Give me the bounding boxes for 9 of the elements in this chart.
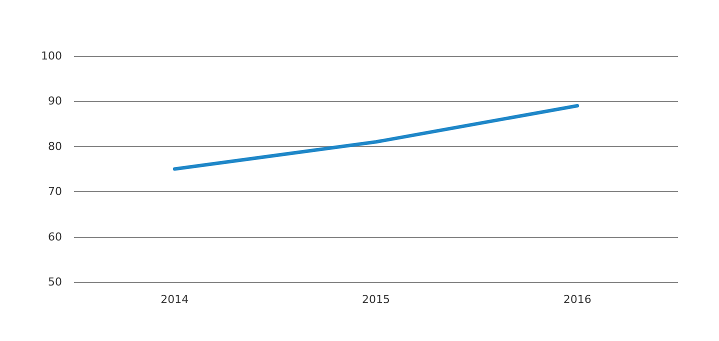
- y-tick-label: 80: [48, 140, 62, 153]
- y-tick-label: 60: [48, 230, 62, 244]
- y-tick-label: 50: [48, 276, 62, 288]
- x-tick-label: 2015: [362, 293, 390, 306]
- y-tick-label: 90: [48, 94, 62, 108]
- y-tick-label: 70: [48, 185, 62, 198]
- x-tick-label: 2016: [563, 293, 592, 306]
- x-tick-label: 2014: [160, 293, 189, 306]
- y-tick-label: 100: [41, 50, 62, 62]
